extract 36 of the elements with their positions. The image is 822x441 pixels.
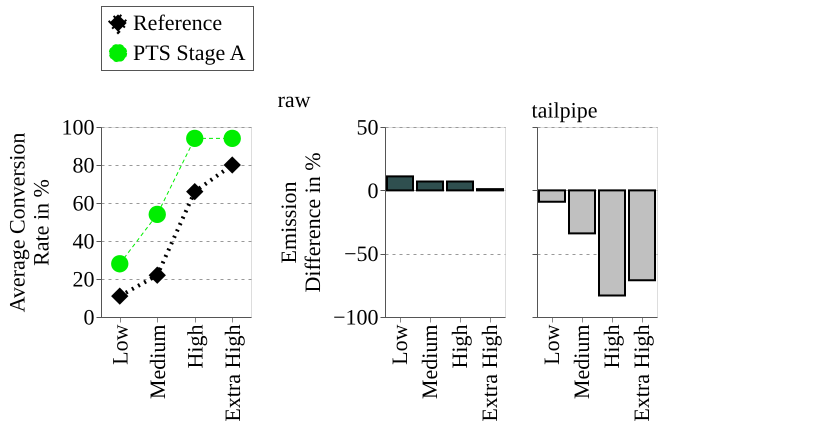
x-tick-label: Extra High <box>477 324 502 422</box>
point <box>224 156 241 174</box>
y-tick-label: 60 <box>72 190 94 216</box>
y-tick-label: −100 <box>333 304 378 330</box>
x-tick-label: Low <box>387 324 412 365</box>
point <box>186 182 204 200</box>
x-tick-label: High <box>182 324 208 368</box>
x-tick-label: Extra High <box>220 324 245 422</box>
x-tick-label: Medium <box>569 324 594 400</box>
x-tick-label: Extra High <box>629 324 654 422</box>
y-axis-title: Average Conversion Rate in % <box>4 132 54 312</box>
y-tick-label: 0 <box>84 304 94 330</box>
point <box>111 255 128 272</box>
x-tick-label: Medium <box>417 324 442 400</box>
legend-label: Reference <box>133 10 222 35</box>
x-tick-label: Low <box>539 324 564 365</box>
x-tick-label: Medium <box>144 324 170 400</box>
chart-title: tailpipe <box>532 98 598 122</box>
x-tick-label: Low <box>107 324 132 365</box>
y-tick-label: 40 <box>72 228 94 254</box>
y-tick-label: 100 <box>62 114 94 140</box>
x-tick-label: High <box>447 324 472 368</box>
y-tick-label: 50 <box>356 114 378 140</box>
legend-label: PTS Stage A <box>133 40 246 65</box>
x-tick-label: High <box>599 324 624 368</box>
y-tick-label: 80 <box>72 152 94 178</box>
point <box>148 206 166 224</box>
y-axis-title: Emission Difference in % <box>276 152 326 293</box>
point <box>186 130 204 148</box>
point <box>148 266 166 284</box>
y-tick-label: 0 <box>368 178 378 203</box>
chart-title: raw <box>278 87 311 112</box>
point <box>111 287 128 305</box>
y-tick-label: 20 <box>72 266 94 292</box>
y-tick-label: −50 <box>344 241 378 266</box>
point <box>224 130 241 148</box>
